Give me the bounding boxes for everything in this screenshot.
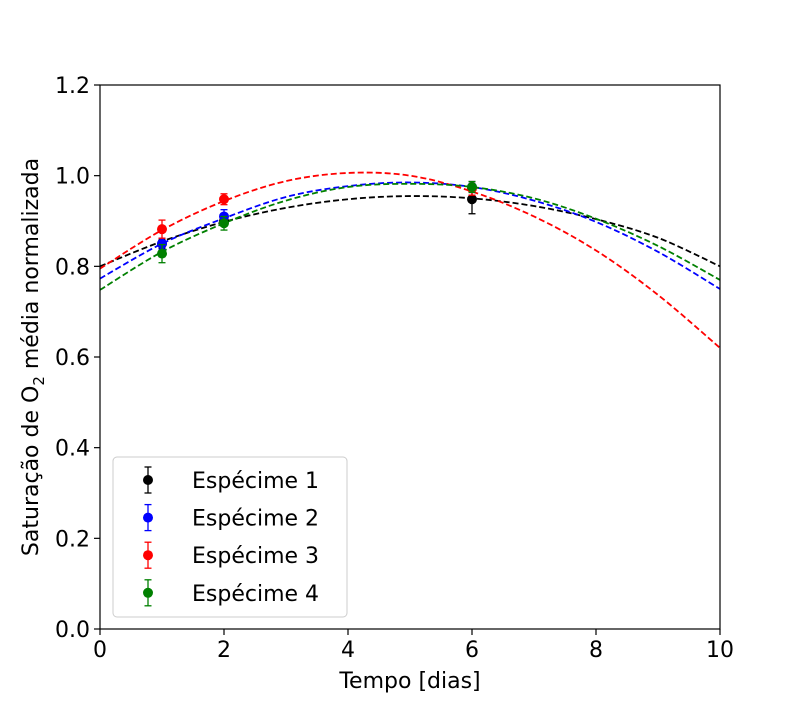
x-axis-label: Tempo [dias] <box>338 669 480 694</box>
x-axis-ticks: 0 2 4 6 8 10 <box>93 629 734 663</box>
data-point <box>219 193 229 206</box>
legend-box <box>112 456 348 618</box>
x-tick-label: 2 <box>217 638 231 663</box>
legend: Espécime 1 Espécime 2 Espécime 3 Espécime 4 <box>112 456 348 618</box>
legend-marker <box>143 587 153 598</box>
y-tick-label: 0.6 <box>55 346 90 371</box>
legend-label: Espécime 1 <box>192 469 319 494</box>
data-marker <box>467 182 477 192</box>
legend-item: Espécime 2 <box>143 503 319 532</box>
y-tick-label: 0.2 <box>55 527 90 552</box>
data-point <box>157 219 167 239</box>
x-tick-label: 4 <box>341 638 355 663</box>
y-tick-label: 0.0 <box>55 618 90 643</box>
data-marker <box>219 218 229 229</box>
legend-item: Espécime 4 <box>143 579 319 607</box>
legend-label: Espécime 4 <box>192 582 319 607</box>
fit-curve <box>99 171 721 349</box>
legend-marker <box>143 550 153 561</box>
fit-curve <box>99 195 721 268</box>
y-tick-label: 1.0 <box>55 165 90 190</box>
data-marker <box>157 224 167 235</box>
y-axis-ticks: 0.0 0.2 0.4 0.6 0.8 1.0 1.2 <box>55 74 100 643</box>
data-point <box>219 215 229 231</box>
legend-item: Espécime 1 <box>143 466 319 494</box>
data-marker <box>219 194 229 205</box>
y-tick-label: 1.2 <box>55 74 90 99</box>
legend-item: Espécime 3 <box>143 541 319 569</box>
legend-label: Espécime 2 <box>192 507 319 532</box>
data-point <box>467 180 477 194</box>
fit-curves <box>99 171 721 349</box>
y-tick-label: 0.4 <box>55 437 90 462</box>
data-marker <box>467 194 477 205</box>
data-marker <box>157 248 167 259</box>
x-tick-label: 6 <box>465 638 479 663</box>
data-points <box>157 180 477 264</box>
legend-marker <box>143 512 153 523</box>
x-tick-label: 8 <box>589 638 603 663</box>
y-tick-label: 0.8 <box>55 255 90 280</box>
data-point <box>157 243 167 264</box>
data-marker <box>157 238 167 249</box>
legend-marker <box>143 475 153 485</box>
x-tick-label: 10 <box>706 638 734 663</box>
legend-label: Espécime 3 <box>192 544 319 569</box>
y-axis-label: Saturação de O2 média normalizada <box>19 158 48 556</box>
fit-curve <box>99 181 721 290</box>
x-tick-label: 0 <box>93 638 107 663</box>
